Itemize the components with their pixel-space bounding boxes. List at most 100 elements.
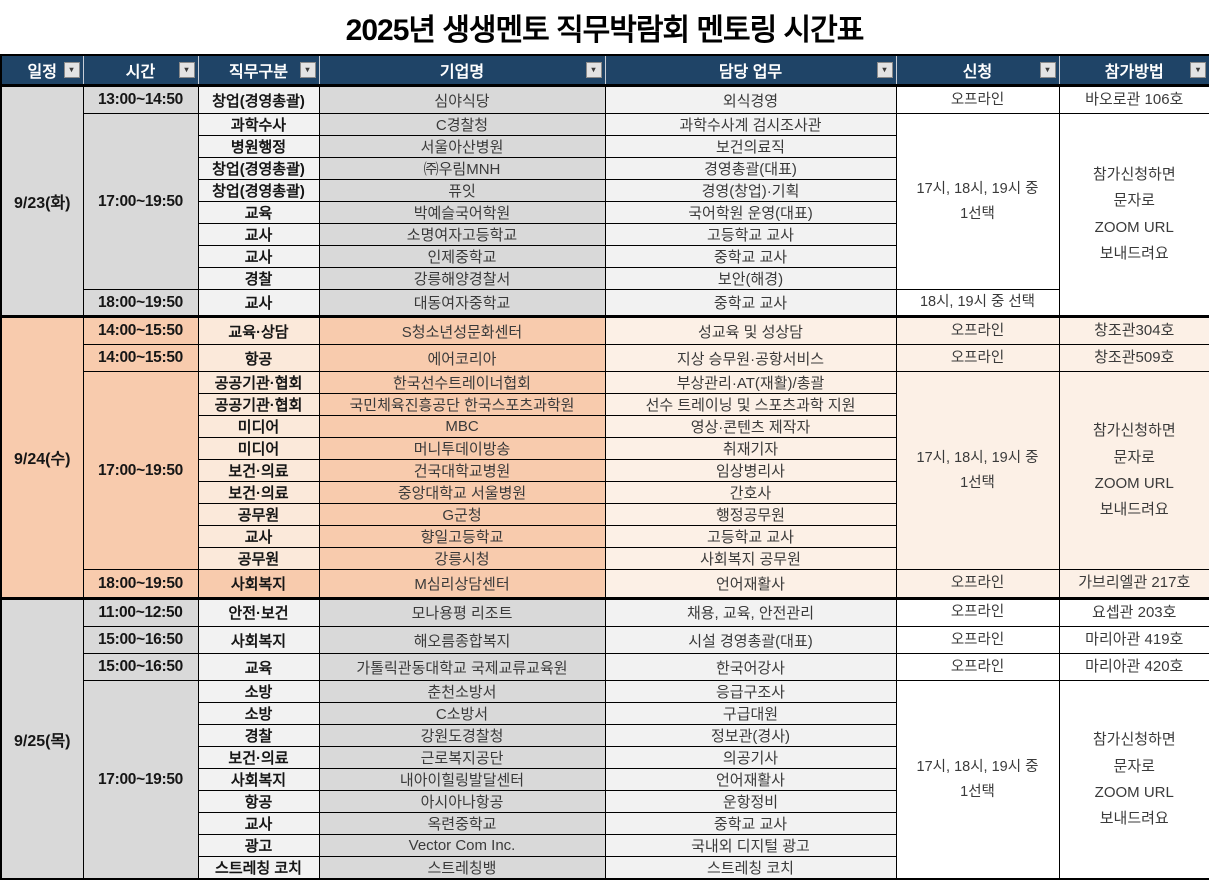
company-cell[interactable]: 대동여자중학교 [318,289,606,317]
company-cell[interactable]: 건국대학교병원 [318,459,606,483]
company-cell[interactable]: 머니투데이방송 [318,437,606,461]
method-cell[interactable]: 가브리엘관 217호 [1058,569,1209,599]
duty-cell[interactable]: 운항정비 [604,790,897,814]
company-cell[interactable]: M심리상담센터 [318,569,606,599]
category-cell[interactable]: 창업(경영총괄) [197,157,320,181]
method-cell[interactable]: 참가신청하면 문자로 ZOOM URL 보내드려요 [1058,371,1209,571]
apply-cell[interactable]: 17시, 18시, 19시 중 1선택 [895,680,1060,880]
category-cell[interactable]: 교육 [197,653,320,682]
duty-cell[interactable]: 국어학원 운영(대표) [604,201,897,225]
category-cell[interactable]: 안전·보건 [197,596,320,627]
company-cell[interactable]: 박예슬국어학원 [318,201,606,225]
duty-cell[interactable]: 경영총괄(대표) [604,157,897,181]
category-cell[interactable]: 항공 [197,790,320,814]
company-cell[interactable]: 에어코리아 [318,344,606,373]
apply-cell[interactable]: 17시, 18시, 19시 중 1선택 [895,371,1060,571]
method-cell[interactable]: 창조관304호 [1058,314,1209,346]
method-cell[interactable]: 참가신청하면 문자로 ZOOM URL 보내드려요 [1058,113,1209,317]
category-cell[interactable]: 소방 [197,702,320,726]
company-cell[interactable]: 모나용평 리조트 [318,596,606,627]
duty-cell[interactable]: 임상병리사 [604,459,897,483]
company-cell[interactable]: 내아이힐링발달센터 [318,768,606,792]
filter-button[interactable]: ▾ [585,62,602,78]
company-cell[interactable]: 옥련중학교 [318,812,606,836]
time-cell[interactable]: 11:00~12:50 [82,596,199,627]
time-cell[interactable]: 17:00~19:50 [82,680,199,880]
company-cell[interactable]: 심야식당 [318,83,606,115]
duty-cell[interactable]: 과학수사계 검시조사관 [604,113,897,137]
duty-cell[interactable]: 한국어강사 [604,653,897,682]
duty-cell[interactable]: 취재기자 [604,437,897,461]
duty-cell[interactable]: 중학교 교사 [604,245,897,269]
category-cell[interactable]: 교사 [197,245,320,269]
category-cell[interactable]: 교사 [197,525,320,549]
company-cell[interactable]: 가톨릭관동대학교 국제교류교육원 [318,653,606,682]
apply-cell[interactable]: 오프라인 [895,596,1060,627]
company-cell[interactable]: C소방서 [318,702,606,726]
category-cell[interactable]: 과학수사 [197,113,320,137]
company-cell[interactable]: S청소년성문화센터 [318,314,606,346]
filter-button[interactable]: ▾ [1039,62,1056,78]
duty-cell[interactable]: 시설 경영총괄(대표) [604,625,897,655]
category-cell[interactable]: 교육·상담 [197,314,320,346]
time-cell[interactable]: 18:00~19:50 [82,569,199,599]
category-cell[interactable]: 교육 [197,201,320,225]
duty-cell[interactable]: 경영(창업)·기획 [604,179,897,203]
method-cell[interactable]: 참가신청하면 문자로 ZOOM URL 보내드려요 [1058,680,1209,880]
company-cell[interactable]: MBC [318,415,606,439]
duty-cell[interactable]: 중학교 교사 [604,812,897,836]
duty-cell[interactable]: 행정공무원 [604,503,897,527]
apply-cell[interactable]: 오프라인 [895,653,1060,682]
duty-cell[interactable]: 언어재활사 [604,768,897,792]
company-cell[interactable]: C경찰청 [318,113,606,137]
company-cell[interactable]: 퓨잇 [318,179,606,203]
time-cell[interactable]: 17:00~19:50 [82,371,199,571]
category-cell[interactable]: 공공기관·협회 [197,393,320,417]
duty-cell[interactable]: 고등학교 교사 [604,525,897,549]
time-cell[interactable]: 17:00~19:50 [82,113,199,291]
category-cell[interactable]: 광고 [197,834,320,858]
company-cell[interactable]: Vector Com Inc. [318,834,606,858]
company-cell[interactable]: 해오름종합복지 [318,625,606,655]
duty-cell[interactable]: 스트레칭 코치 [604,856,897,880]
method-cell[interactable]: 마리아관 419호 [1058,625,1209,655]
filter-button[interactable]: ▾ [299,62,316,78]
category-cell[interactable]: 창업(경영총괄) [197,83,320,115]
category-cell[interactable]: 공무원 [197,503,320,527]
duty-cell[interactable]: 성교육 및 성상담 [604,314,897,346]
company-cell[interactable]: 스트레칭뱅 [318,856,606,880]
time-cell[interactable]: 15:00~16:50 [82,653,199,682]
duty-cell[interactable]: 응급구조사 [604,680,897,704]
category-cell[interactable]: 교사 [197,289,320,317]
apply-cell[interactable]: 18시, 19시 중 선택 [895,289,1060,317]
apply-cell[interactable]: 오프라인 [895,83,1060,115]
company-cell[interactable]: 향일고등학교 [318,525,606,549]
company-cell[interactable]: 소명여자고등학교 [318,223,606,247]
duty-cell[interactable]: 구급대원 [604,702,897,726]
time-cell[interactable]: 13:00~14:50 [82,83,199,115]
company-cell[interactable]: 인제중학교 [318,245,606,269]
company-cell[interactable]: 강릉시청 [318,547,606,571]
category-cell[interactable]: 사회복지 [197,625,320,655]
company-cell[interactable]: 근로복지공단 [318,746,606,770]
filter-button[interactable]: ▾ [876,62,893,78]
duty-cell[interactable]: 의공기사 [604,746,897,770]
company-cell[interactable]: 아시아나항공 [318,790,606,814]
time-cell[interactable]: 15:00~16:50 [82,625,199,655]
company-cell[interactable]: 강릉해양경찰서 [318,267,606,291]
apply-cell[interactable]: 오프라인 [895,625,1060,655]
category-cell[interactable]: 미디어 [197,415,320,439]
duty-cell[interactable]: 지상 승무원·공항서비스 [604,344,897,373]
category-cell[interactable]: 보건·의료 [197,746,320,770]
filter-button[interactable]: ▾ [1190,62,1206,78]
category-cell[interactable]: 소방 [197,680,320,704]
category-cell[interactable]: 경찰 [197,267,320,291]
category-cell[interactable]: 병원행정 [197,135,320,159]
duty-cell[interactable]: 외식경영 [604,83,897,115]
method-cell[interactable]: 마리아관 420호 [1058,653,1209,682]
duty-cell[interactable]: 국내외 디지털 광고 [604,834,897,858]
duty-cell[interactable]: 간호사 [604,481,897,505]
category-cell[interactable]: 공무원 [197,547,320,571]
method-cell[interactable]: 창조관509호 [1058,344,1209,373]
category-cell[interactable]: 사회복지 [197,768,320,792]
